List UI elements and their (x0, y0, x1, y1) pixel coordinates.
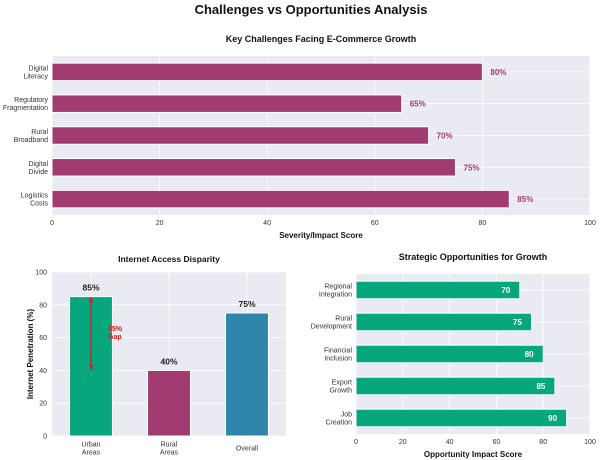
y-tick-label: Job Creation (326, 411, 353, 426)
x-tick-label: 100 (584, 220, 596, 227)
x-tick-label: Overall (236, 445, 259, 452)
opportunities-chart: 0 20 40 60 80 100 Job Creation 90 Export Growth 85 F… (311, 252, 596, 459)
bar (51, 94, 403, 113)
x-axis-label: Severity/Impact Score (279, 231, 363, 240)
data-label: 75 (513, 318, 522, 327)
chart-title: Strategic Opportunities for Growth (399, 252, 548, 262)
x-tick-label: Rural Areas (160, 441, 179, 456)
bar (147, 369, 191, 437)
x-tick-label: 20 (399, 439, 407, 446)
y-tick-label: 80 (39, 302, 47, 309)
data-label: 70% (437, 132, 453, 141)
data-label: 90 (548, 414, 557, 423)
data-label: 65% (410, 100, 426, 109)
x-tick-label: 0 (354, 439, 358, 446)
gap-arrow-head-down (88, 365, 94, 371)
data-label: 40% (160, 356, 177, 366)
y-tick-label: Digital Divide (29, 161, 49, 176)
data-label: 70 (501, 286, 510, 295)
y-tick-label: Logistics Costs (21, 193, 49, 208)
x-tick-label: 100 (584, 439, 596, 446)
data-label: 75% (464, 163, 480, 172)
bar (355, 344, 544, 364)
gap-annotation: 45% Gap (108, 326, 123, 341)
y-tick-label: Rural Development (311, 315, 353, 330)
x-tick-label: 60 (493, 439, 501, 446)
data-label: 85% (82, 283, 99, 293)
chart-title: Key Challenges Facing E-Commerce Growth (226, 34, 417, 44)
data-label: 85 (536, 382, 545, 391)
data-label: 80 (525, 350, 534, 359)
access-chart: 0 20 40 60 80 100 85% Urban Areas 40% Rural Areas 75… (26, 254, 286, 456)
bar (355, 408, 568, 428)
y-tick-label: Financial Inclusion (324, 347, 352, 362)
chart-title: Internet Access Disparity (118, 254, 220, 264)
x-tick-label: 60 (371, 220, 379, 227)
data-label: 80% (490, 68, 506, 77)
bar (355, 376, 556, 396)
y-axis-label: Internet Penetration (%) (26, 309, 35, 400)
challenges-chart: 0 20 40 60 80 100 Logistics Costs 85% Digital Divi… (3, 34, 596, 240)
bar (355, 280, 521, 300)
data-label: 75% (238, 299, 255, 309)
x-tick-label: 40 (446, 439, 454, 446)
bar (51, 158, 456, 177)
x-tick-label: Urban Areas (81, 441, 100, 456)
x-tick-label: 80 (539, 439, 547, 446)
x-tick-label: 0 (50, 220, 54, 227)
x-tick-label: 80 (479, 220, 487, 227)
bar (225, 312, 269, 437)
y-tick-label: 100 (35, 270, 47, 277)
bar (51, 126, 430, 145)
data-label: 85% (517, 195, 533, 204)
x-tick-label: 20 (156, 220, 164, 227)
y-tick-label: 0 (43, 434, 47, 441)
y-tick-label: 20 (39, 401, 47, 408)
bar (51, 62, 483, 82)
y-tick-label: Export Growth (329, 379, 352, 394)
y-tick-label: 40 (39, 368, 47, 375)
y-tick-label: Regulatory Fragmentation (3, 97, 49, 112)
figure-title: Challenges vs Opportunities Analysis (195, 2, 428, 17)
y-tick-label: Digital Literacy (23, 65, 48, 80)
bar (51, 189, 510, 209)
y-tick-label: Regional Integration (319, 283, 353, 298)
y-tick-label: 60 (39, 335, 47, 342)
x-tick-label: 40 (263, 220, 271, 227)
x-axis-label: Opportunity Impact Score (424, 450, 523, 459)
y-tick-label: Rural Broadband (14, 129, 49, 144)
bar (355, 312, 532, 332)
gap-arrow-head-up (88, 296, 94, 302)
